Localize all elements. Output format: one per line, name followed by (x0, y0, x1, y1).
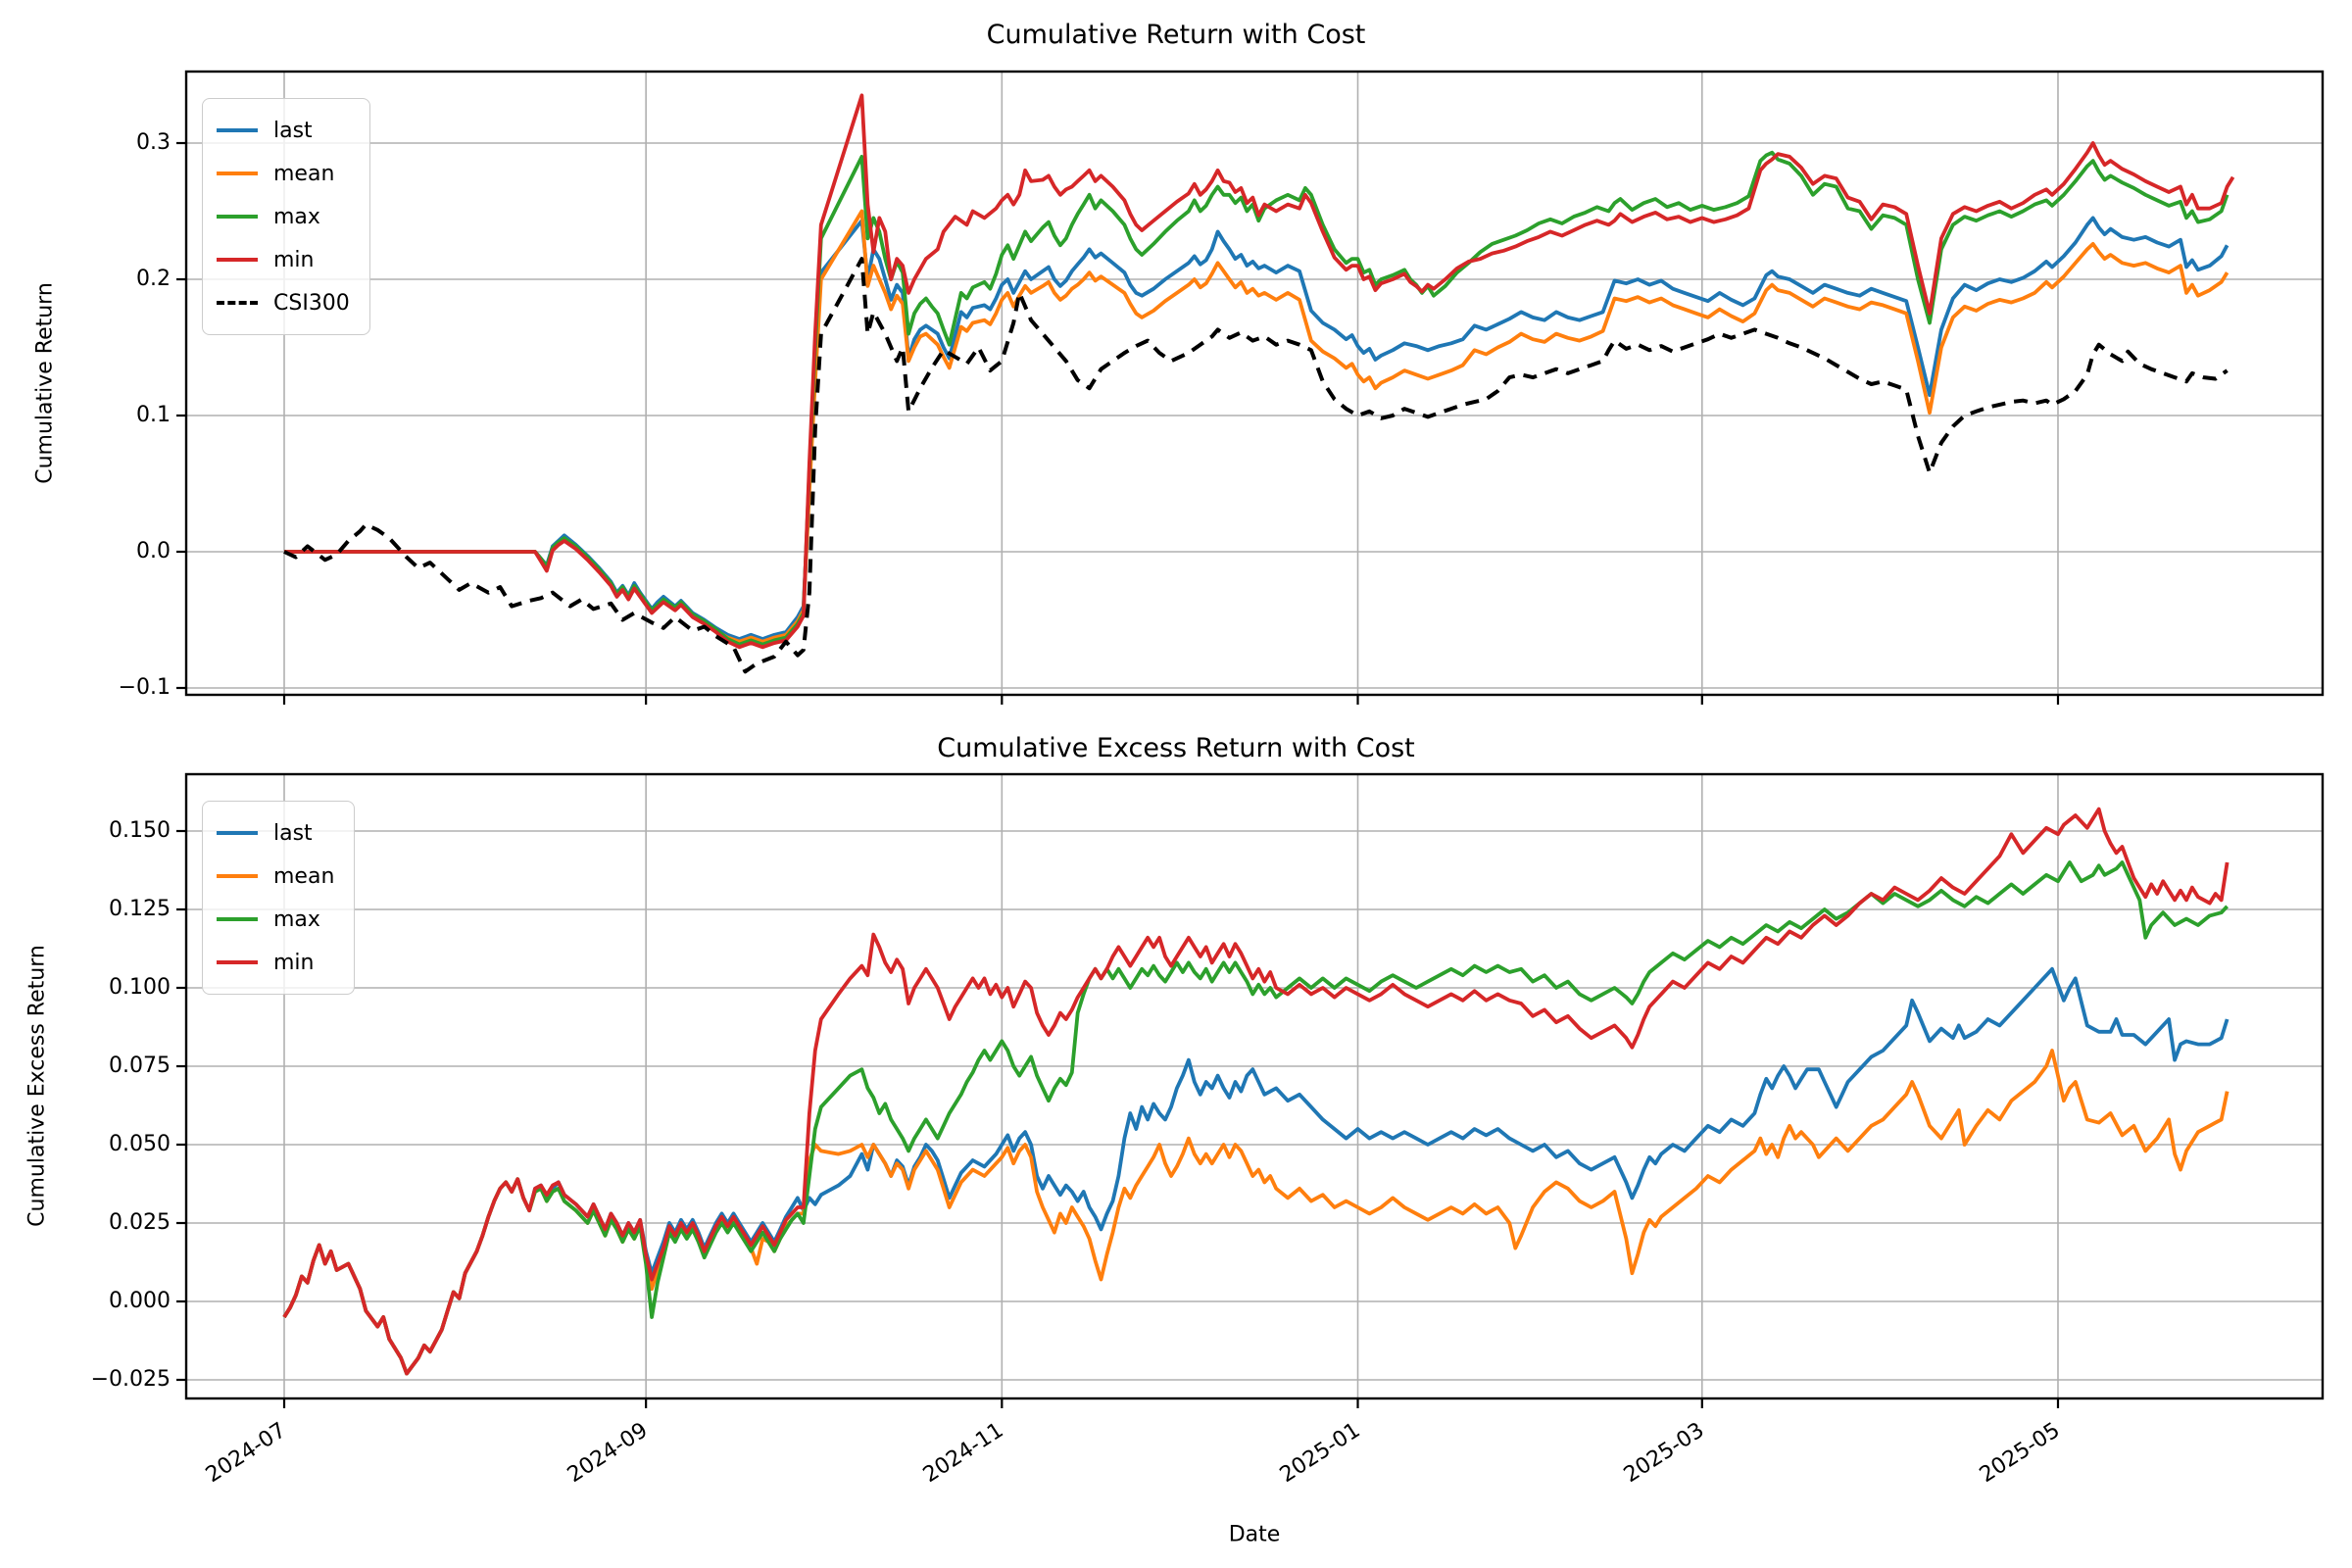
legend-top: last mean max min CSI300 (202, 98, 370, 335)
series-min (282, 807, 2230, 1376)
y-tick-label: −0.025 (90, 1367, 171, 1392)
series-max (282, 860, 2229, 1376)
series-CSI300 (283, 257, 2229, 674)
y-tick-label: −0.1 (118, 675, 171, 700)
legend-label: max (273, 204, 320, 229)
legend-item-mean: mean (217, 855, 334, 898)
legend-bottom: last mean max min (202, 801, 356, 995)
y-tick-label: 0.000 (109, 1289, 171, 1313)
series-max (284, 150, 2230, 647)
legend-label: mean (273, 161, 335, 186)
legend-item-CSI300: CSI300 (217, 281, 350, 324)
y-tick-label: 0.0 (136, 539, 171, 564)
legend-item-min: min (217, 941, 334, 984)
legend-line-sample (217, 128, 258, 132)
legend-line-sample (217, 874, 258, 878)
legend-item-last: last (217, 811, 334, 855)
y-tick-label: 0.100 (109, 975, 171, 1000)
series-min (284, 93, 2235, 650)
legend-item-max: max (217, 898, 334, 941)
legend-label: min (273, 950, 315, 975)
legend-label: min (273, 247, 315, 272)
legend-label: CSI300 (273, 290, 350, 316)
legend-line-sample (217, 917, 258, 921)
x-axis-label: Date (1228, 1522, 1281, 1547)
legend-item-min: min (217, 238, 350, 281)
y-tick-label: 0.1 (136, 403, 171, 427)
legend-label: max (273, 906, 320, 932)
legend-line-sample (217, 960, 258, 964)
legend-item-max: max (217, 195, 350, 238)
legend-label: last (273, 820, 313, 846)
legend-line-sample (217, 831, 258, 835)
y-tick-label: 0.3 (136, 130, 171, 155)
legend-label: mean (273, 863, 335, 889)
y-tick-label: 0.125 (109, 897, 171, 921)
legend-line-sample (217, 172, 258, 175)
legend-item-mean: mean (217, 152, 350, 195)
legend-line-sample (217, 258, 258, 262)
y-tick-label: 0.075 (109, 1054, 171, 1078)
y-tick-label: 0.025 (109, 1210, 171, 1235)
legend-item-last: last (217, 109, 350, 152)
legend-label: last (273, 118, 313, 143)
top-chart-title: Cumulative Return with Cost (986, 20, 1366, 50)
series-last (284, 216, 2230, 641)
y-tick-label: 0.150 (109, 818, 171, 843)
y-tick-label: 0.2 (136, 267, 171, 291)
y-tick-label: 0.050 (109, 1132, 171, 1156)
y-axis-label-top: Cumulative Return (32, 282, 58, 484)
legend-line-sample (217, 301, 258, 305)
legend-line-sample (217, 215, 258, 219)
bottom-chart-title: Cumulative Excess Return with Cost (937, 733, 1415, 763)
